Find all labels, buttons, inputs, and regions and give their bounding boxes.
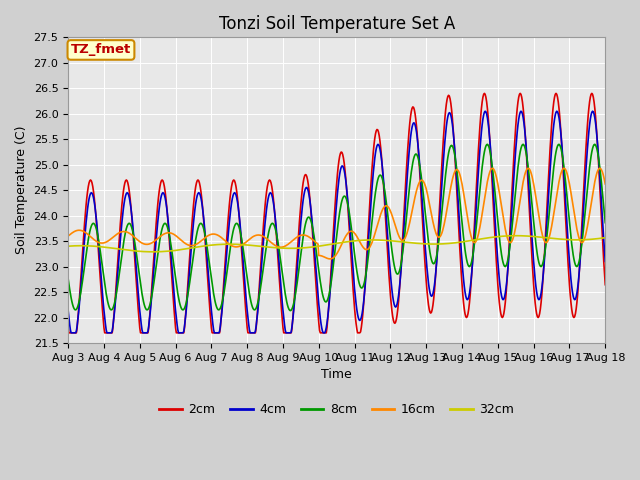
8cm — [329, 265, 337, 271]
32cm — [329, 241, 337, 247]
8cm — [554, 143, 561, 149]
2cm — [481, 91, 488, 96]
32cm — [381, 238, 389, 243]
2cm — [381, 209, 389, 215]
32cm — [148, 249, 156, 255]
32cm — [183, 246, 191, 252]
8cm — [435, 243, 442, 249]
4cm — [554, 109, 561, 115]
32cm — [512, 233, 520, 239]
4cm — [329, 250, 337, 255]
Line: 16cm: 16cm — [68, 168, 605, 259]
16cm — [329, 255, 337, 261]
16cm — [64, 233, 72, 239]
16cm — [489, 166, 497, 171]
4cm — [206, 291, 214, 297]
8cm — [182, 300, 190, 306]
16cm — [554, 187, 561, 193]
2cm — [329, 236, 337, 241]
32cm — [602, 235, 609, 240]
2cm — [64, 325, 72, 331]
2cm — [602, 282, 609, 288]
16cm — [602, 181, 609, 187]
4cm — [435, 239, 442, 245]
8cm — [205, 259, 213, 265]
16cm — [435, 234, 442, 240]
X-axis label: Time: Time — [321, 368, 352, 381]
32cm — [435, 241, 442, 247]
4cm — [602, 259, 609, 264]
2cm — [65, 330, 73, 336]
4cm — [481, 108, 489, 114]
Line: 2cm: 2cm — [68, 94, 605, 333]
4cm — [64, 308, 72, 313]
4cm — [381, 199, 389, 204]
16cm — [205, 232, 213, 238]
Text: TZ_fmet: TZ_fmet — [71, 44, 131, 57]
32cm — [64, 243, 72, 249]
8cm — [381, 191, 389, 197]
32cm — [206, 242, 214, 248]
32cm — [554, 236, 561, 242]
16cm — [381, 203, 389, 209]
Line: 8cm: 8cm — [68, 144, 605, 311]
2cm — [183, 297, 191, 302]
8cm — [602, 220, 609, 226]
16cm — [182, 241, 190, 247]
Y-axis label: Soil Temperature (C): Soil Temperature (C) — [15, 126, 28, 254]
8cm — [287, 308, 294, 313]
2cm — [206, 307, 214, 313]
Line: 4cm: 4cm — [68, 111, 605, 333]
2cm — [435, 231, 442, 237]
2cm — [554, 94, 561, 100]
16cm — [326, 256, 334, 262]
Legend: 2cm, 4cm, 8cm, 16cm, 32cm: 2cm, 4cm, 8cm, 16cm, 32cm — [154, 398, 519, 421]
4cm — [67, 330, 75, 336]
4cm — [183, 302, 191, 308]
8cm — [64, 276, 72, 282]
Line: 32cm: 32cm — [68, 236, 605, 252]
8cm — [484, 142, 492, 147]
Title: Tonzi Soil Temperature Set A: Tonzi Soil Temperature Set A — [219, 15, 455, 33]
